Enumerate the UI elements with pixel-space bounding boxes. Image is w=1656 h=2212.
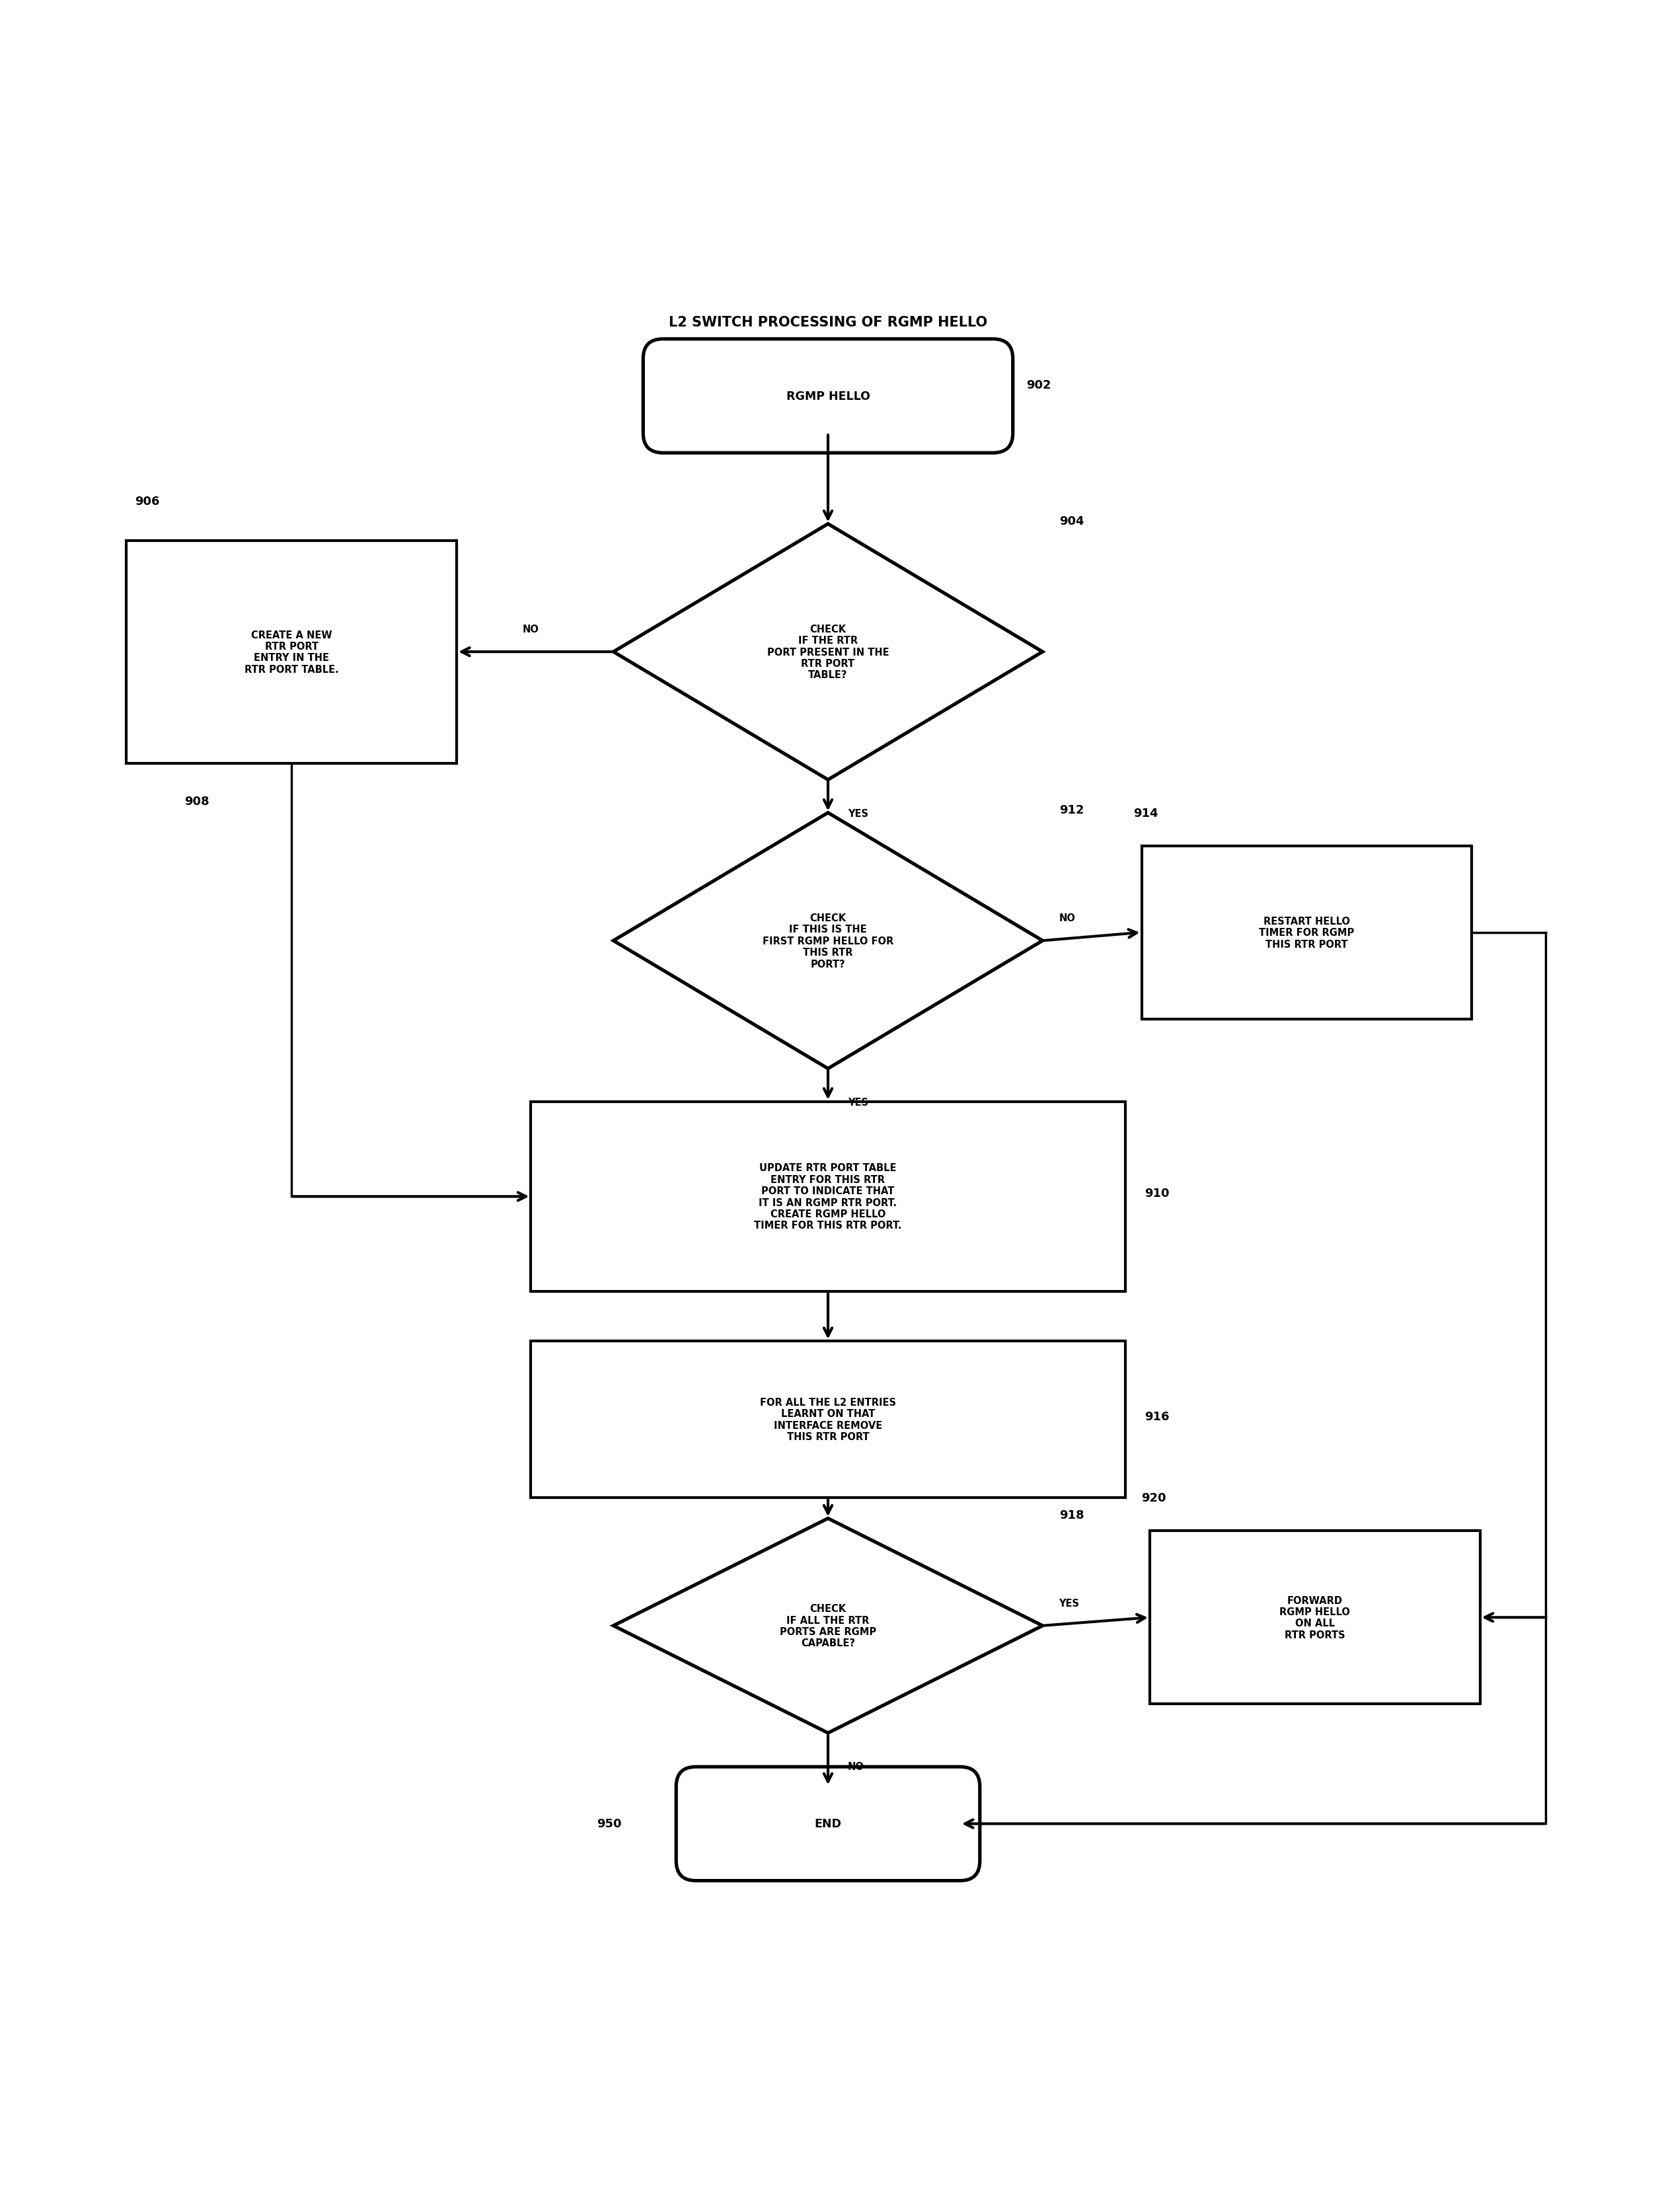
Text: 902: 902 — [1027, 378, 1052, 392]
Bar — [532, 1340, 1124, 1498]
Bar — [532, 1102, 1124, 1292]
Text: CHECK
IF THE RTR
PORT PRESENT IN THE
RTR PORT
TABLE?: CHECK IF THE RTR PORT PRESENT IN THE RTR… — [767, 624, 889, 679]
Text: UPDATE RTR PORT TABLE
ENTRY FOR THIS RTR
PORT TO INDICATE THAT
IT IS AN RGMP RTR: UPDATE RTR PORT TABLE ENTRY FOR THIS RTR… — [753, 1164, 903, 1230]
Text: END: END — [815, 1818, 841, 1829]
Text: L2 SWITCH PROCESSING OF RGMP HELLO: L2 SWITCH PROCESSING OF RGMP HELLO — [669, 316, 987, 330]
Bar — [1149, 1531, 1480, 1703]
Bar — [126, 540, 457, 763]
Text: 920: 920 — [1141, 1491, 1166, 1504]
Polygon shape — [613, 524, 1043, 781]
Text: FORWARD
RGMP HELLO
ON ALL
RTR PORTS: FORWARD RGMP HELLO ON ALL RTR PORTS — [1280, 1595, 1350, 1639]
Text: CHECK
IF ALL THE RTR
PORTS ARE RGMP
CAPABLE?: CHECK IF ALL THE RTR PORTS ARE RGMP CAPA… — [780, 1604, 876, 1648]
Text: CREATE A NEW
RTR PORT
ENTRY IN THE
RTR PORT TABLE.: CREATE A NEW RTR PORT ENTRY IN THE RTR P… — [245, 630, 339, 675]
Text: NO: NO — [848, 1761, 864, 1772]
FancyBboxPatch shape — [643, 338, 1013, 453]
Polygon shape — [613, 814, 1043, 1068]
Text: 950: 950 — [596, 1818, 621, 1829]
Text: YES: YES — [848, 807, 868, 818]
Text: YES: YES — [848, 1097, 868, 1108]
Text: RGMP HELLO: RGMP HELLO — [787, 392, 869, 403]
Text: 910: 910 — [1144, 1188, 1169, 1199]
Text: FOR ALL THE L2 ENTRIES
LEARNT ON THAT
INTERFACE REMOVE
THIS RTR PORT: FOR ALL THE L2 ENTRIES LEARNT ON THAT IN… — [760, 1398, 896, 1442]
Text: 904: 904 — [1060, 515, 1083, 526]
Text: 914: 914 — [1133, 807, 1158, 818]
Text: 906: 906 — [134, 495, 159, 507]
Text: 908: 908 — [184, 796, 209, 807]
Text: NO: NO — [1060, 914, 1075, 922]
Bar — [1141, 847, 1472, 1020]
Text: NO: NO — [523, 624, 540, 635]
Text: 918: 918 — [1060, 1509, 1085, 1522]
Polygon shape — [613, 1520, 1043, 1732]
Text: 912: 912 — [1060, 803, 1083, 816]
Text: YES: YES — [1060, 1597, 1080, 1608]
FancyBboxPatch shape — [676, 1767, 980, 1880]
Text: CHECK
IF THIS IS THE
FIRST RGMP HELLO FOR
THIS RTR
PORT?: CHECK IF THIS IS THE FIRST RGMP HELLO FO… — [762, 914, 894, 969]
Text: RESTART HELLO
TIMER FOR RGMP
THIS RTR PORT: RESTART HELLO TIMER FOR RGMP THIS RTR PO… — [1259, 916, 1355, 949]
Text: 916: 916 — [1144, 1411, 1169, 1422]
